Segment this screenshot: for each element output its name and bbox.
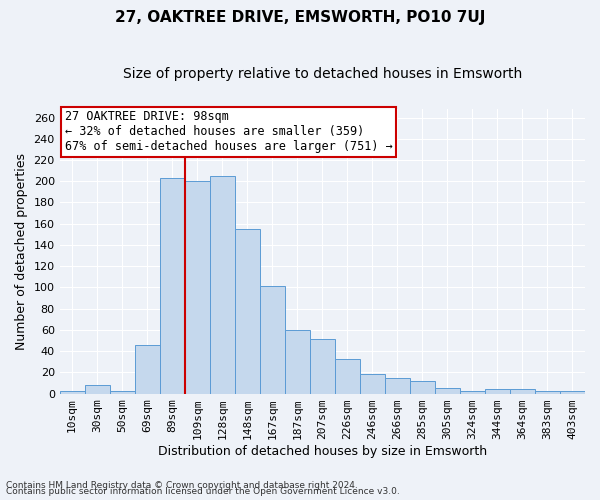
Bar <box>160 178 185 394</box>
Text: 27, OAKTREE DRIVE, EMSWORTH, PO10 7UJ: 27, OAKTREE DRIVE, EMSWORTH, PO10 7UJ <box>115 10 485 25</box>
Text: 27 OAKTREE DRIVE: 98sqm
← 32% of detached houses are smaller (359)
67% of semi-d: 27 OAKTREE DRIVE: 98sqm ← 32% of detache… <box>65 110 392 154</box>
Bar <box>185 181 210 394</box>
Text: Contains HM Land Registry data © Crown copyright and database right 2024.: Contains HM Land Registry data © Crown c… <box>6 481 358 490</box>
Bar <box>410 381 435 394</box>
X-axis label: Distribution of detached houses by size in Emsworth: Distribution of detached houses by size … <box>158 444 487 458</box>
Bar <box>85 385 110 394</box>
Title: Size of property relative to detached houses in Emsworth: Size of property relative to detached ho… <box>123 68 522 82</box>
Bar <box>485 390 510 394</box>
Bar <box>335 358 360 394</box>
Bar <box>310 340 335 394</box>
Bar <box>460 392 485 394</box>
Bar <box>510 390 535 394</box>
Text: Contains public sector information licensed under the Open Government Licence v3: Contains public sector information licen… <box>6 487 400 496</box>
Bar <box>385 378 410 394</box>
Bar <box>210 176 235 394</box>
Bar <box>260 286 285 394</box>
Bar <box>360 374 385 394</box>
Bar <box>535 392 560 394</box>
Bar <box>135 344 160 394</box>
Bar <box>560 392 585 394</box>
Bar <box>235 229 260 394</box>
Bar <box>285 330 310 394</box>
Bar <box>110 392 135 394</box>
Y-axis label: Number of detached properties: Number of detached properties <box>15 153 28 350</box>
Bar <box>59 392 85 394</box>
Bar <box>435 388 460 394</box>
